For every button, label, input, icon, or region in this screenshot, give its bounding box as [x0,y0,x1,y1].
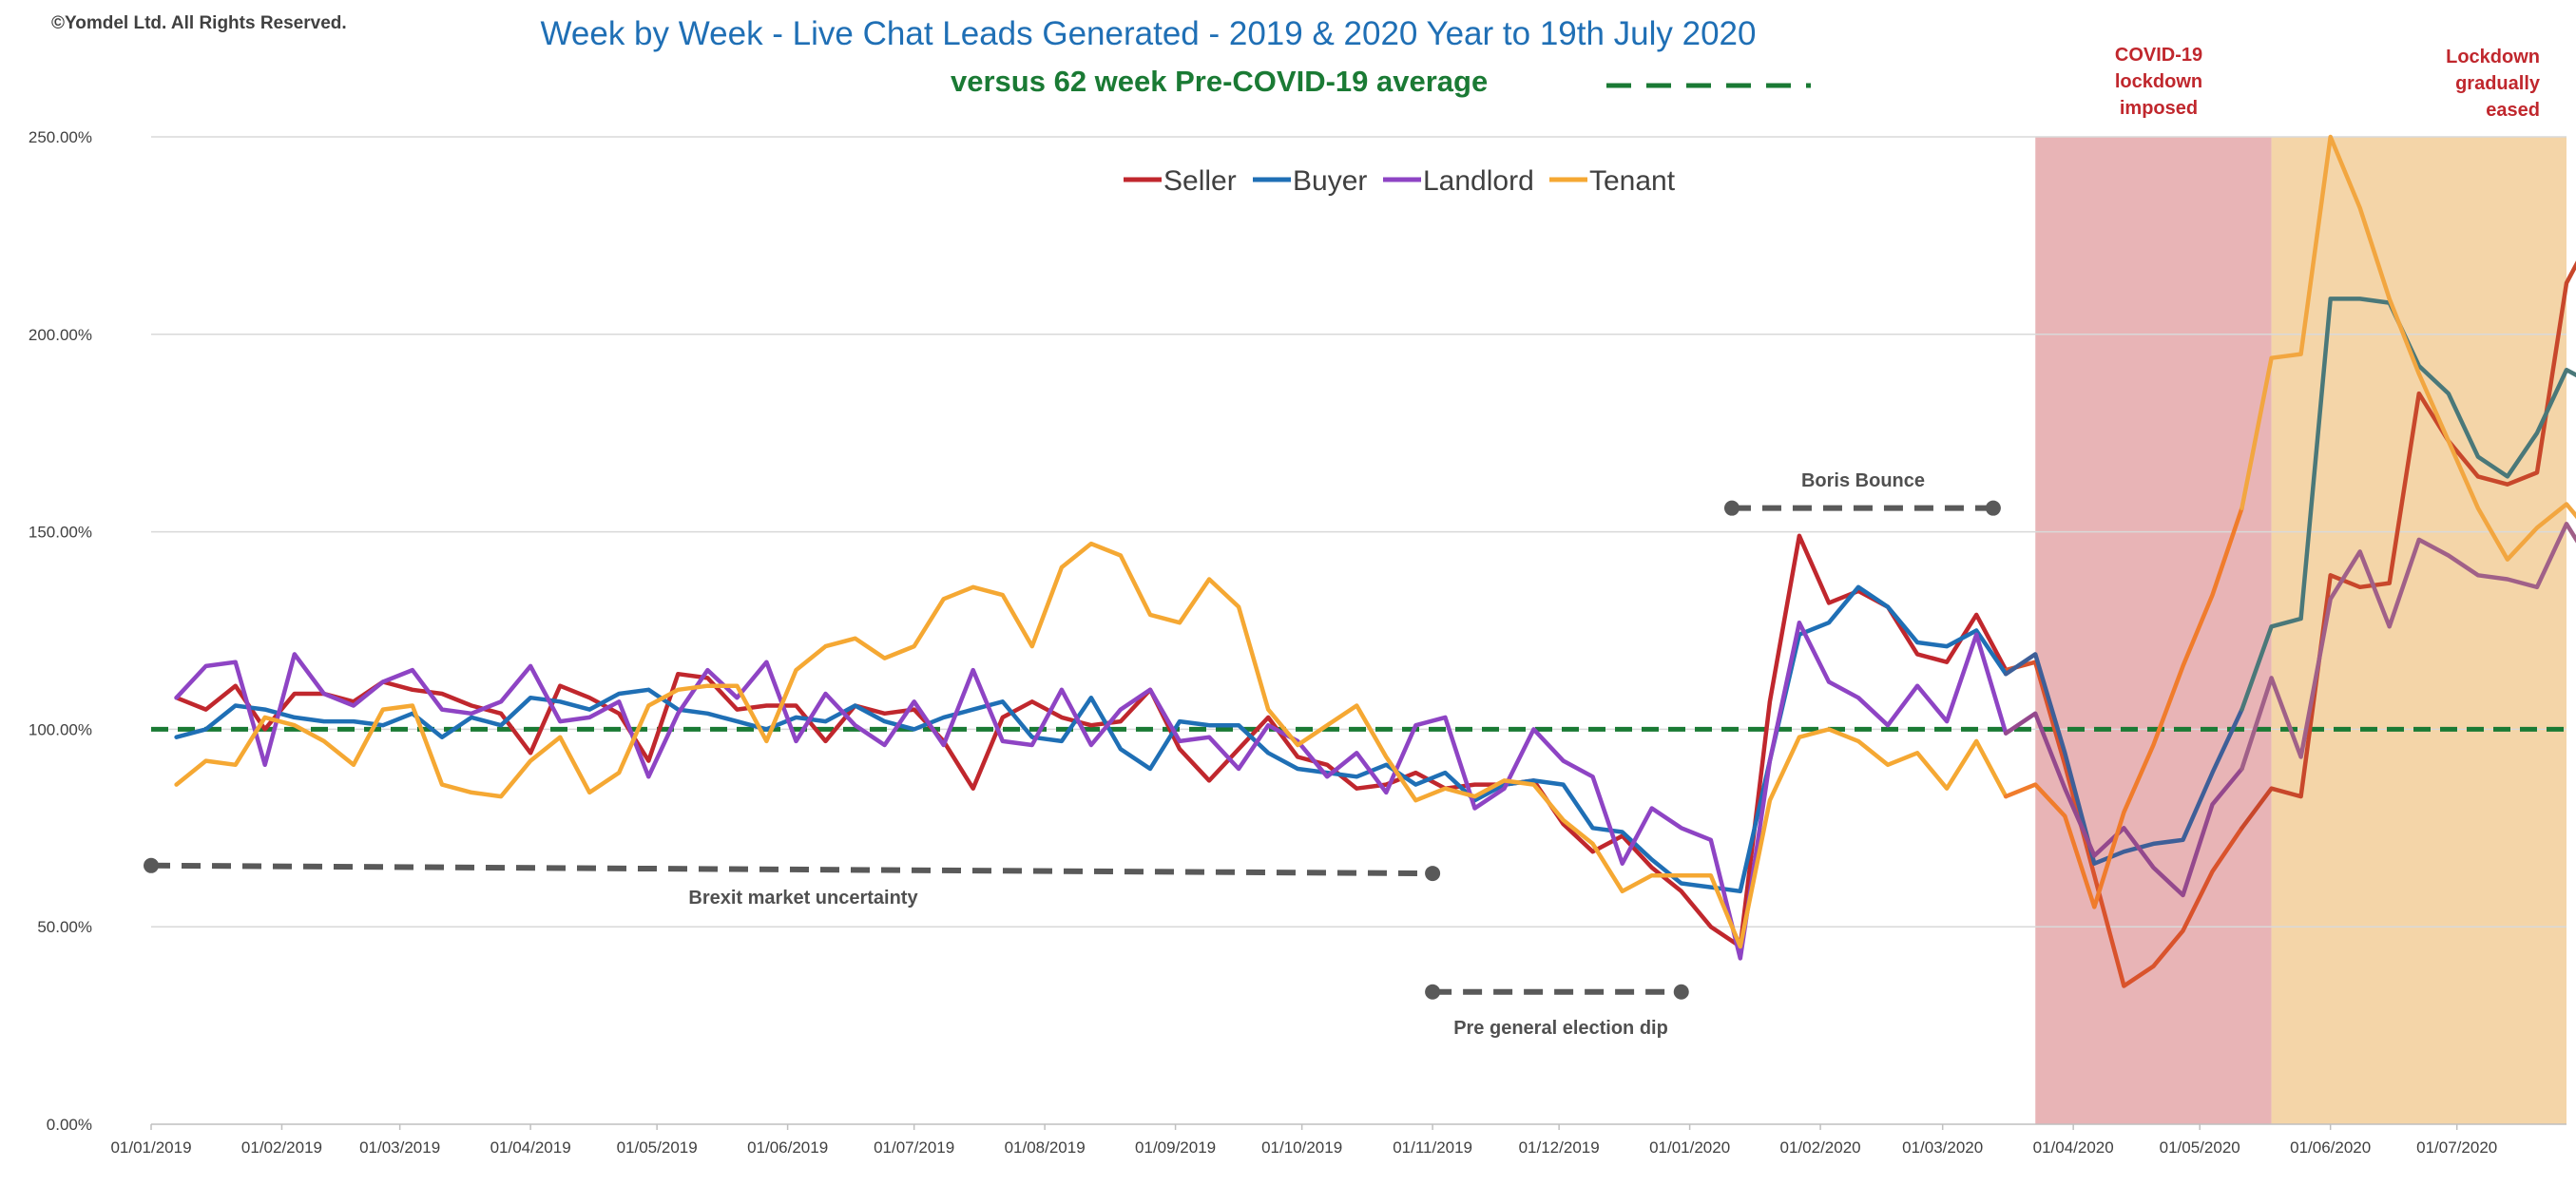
series-line-tenant [2003,506,2244,909]
y-tick-label: 0.00% [47,1116,92,1134]
x-tick-label: 01/11/2019 [1393,1138,1472,1157]
series-line-landlord [2003,711,2244,898]
x-tick-label: 01/05/2019 [617,1138,698,1157]
eased-region [2271,137,2566,1124]
legend-label-landlord: Landlord [1423,165,1534,197]
x-tick-label: 01/02/2019 [241,1138,322,1157]
x-tick-label: 01/04/2020 [2033,1138,2114,1157]
annotation-dot [1425,984,1441,1000]
x-tick-label: 01/03/2020 [1902,1138,1983,1157]
x-tick-label: 01/12/2019 [1519,1138,1600,1157]
x-tick-label: 01/05/2020 [2160,1138,2240,1157]
annotation-dot [144,857,159,873]
legend-label-seller: Seller [1163,165,1237,197]
annotation-label: Brexit market uncertainty [688,888,918,909]
annotation-dot [1425,866,1441,882]
annotation-layer: COVID-19 lockdown imposed Lockdown gradually… [144,45,2541,1039]
series-line-seller [2240,260,2576,831]
y-tick-label: 50.00% [37,918,92,936]
series-layer [174,134,2576,988]
series-line-buyer [174,584,2009,894]
series-line-tenant [2240,134,2576,562]
x-tick-label: 01/10/2019 [1261,1138,1342,1157]
lockdown-label-line: lockdown [2115,71,2202,92]
region-layer [2035,137,2566,1124]
lockdown-label-line: COVID-19 [2115,45,2202,66]
annotation-label: Boris Bounce [1801,470,1925,491]
x-tick-label: 01/09/2019 [1135,1138,1216,1157]
lockdown-region [2035,137,2272,1124]
annotation-line [150,862,1433,877]
chart-title: Week by Week - Live Chat Leads Generated… [540,15,1757,52]
series-line-seller [2003,660,2244,988]
eased-label-line: Lockdown [2446,47,2540,67]
x-tick-label: 01/04/2019 [490,1138,571,1157]
annotation-dot [1985,500,2001,516]
legend-label-buyer: Buyer [1293,165,1367,197]
x-tick-label: 01/02/2020 [1780,1138,1861,1157]
eased-label-line: gradually [2455,73,2541,94]
y-tick-label: 200.00% [29,326,92,344]
legend-label-tenant: Tenant [1589,165,1676,197]
y-tick-label: 250.00% [29,128,92,146]
legend: Seller Buyer Landlord Tenant [1124,83,1811,197]
chart-subtitle: versus 62 week Pre-COVID-19 average [951,65,1489,98]
x-tick-label: 01/08/2019 [1005,1138,1086,1157]
series-line-buyer [2240,296,2576,712]
axis-layer: 0.00% 50.00% 100.00% 150.00% 200.00% 250.00% 0… [29,128,2497,1157]
annotation-dot [1673,984,1689,1000]
annotation-dot [1723,500,1740,516]
lockdown-label-line: imposed [2120,98,2198,119]
series-line-landlord [174,620,2009,961]
y-tick-label: 100.00% [29,720,92,738]
series-line-tenant [174,541,2009,949]
x-tick-label: 01/06/2019 [747,1138,828,1157]
annotation-label: Pre general election dip [1453,1018,1668,1039]
eased-label-line: eased [2486,100,2540,121]
x-tick-label: 01/06/2020 [2290,1138,2371,1157]
x-tick-label: 01/07/2019 [874,1138,954,1157]
x-tick-label: 01/03/2019 [359,1138,440,1157]
series-line-landlord [2240,522,2576,772]
x-tick-label: 01/01/2019 [110,1138,191,1157]
y-tick-label: 150.00% [29,524,92,542]
copyright-notice: ©Yomdel Ltd. All Rights Reserved. [51,13,347,33]
series-line-buyer [2003,652,2244,866]
x-tick-label: 01/07/2020 [2416,1138,2497,1157]
x-tick-label: 01/01/2020 [1649,1138,1730,1157]
